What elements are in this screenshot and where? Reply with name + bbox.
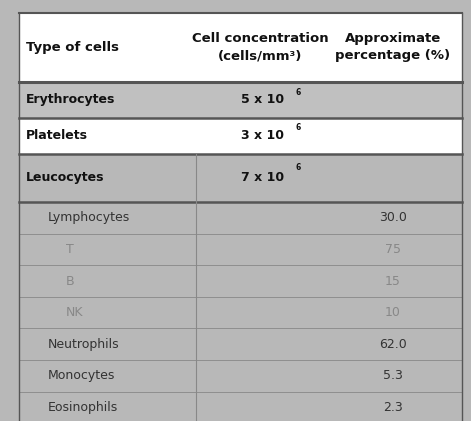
Text: 62.0: 62.0	[379, 338, 407, 351]
Text: 5 x 10: 5 x 10	[241, 93, 284, 107]
Text: 15: 15	[385, 274, 401, 288]
Text: Monocytes: Monocytes	[48, 369, 115, 382]
Bar	[19, 82, 462, 118]
Text: T: T	[66, 243, 73, 256]
Text: 6: 6	[295, 163, 300, 172]
Text: Platelets: Platelets	[26, 129, 88, 142]
Bar	[19, 13, 462, 82]
Text: Leucocytes: Leucocytes	[26, 171, 105, 184]
Bar	[19, 154, 462, 202]
Text: Neutrophils: Neutrophils	[48, 338, 120, 351]
Text: Type of cells: Type of cells	[26, 41, 119, 54]
Text: 10: 10	[385, 306, 401, 319]
Text: Eosinophils: Eosinophils	[48, 401, 118, 414]
Text: Erythrocytes: Erythrocytes	[26, 93, 115, 107]
Text: 7 x 10: 7 x 10	[241, 171, 284, 184]
Text: 5.3: 5.3	[383, 369, 403, 382]
Bar	[19, 328, 462, 360]
Text: 75: 75	[385, 243, 401, 256]
Text: 30.0: 30.0	[379, 211, 407, 224]
Bar	[19, 297, 462, 328]
Text: B: B	[66, 274, 74, 288]
Bar	[19, 392, 462, 421]
Text: Cell concentration
(cells/mm³): Cell concentration (cells/mm³)	[192, 32, 328, 62]
Text: NK: NK	[66, 306, 83, 319]
Bar	[19, 234, 462, 265]
Bar	[19, 118, 462, 154]
Bar	[19, 265, 462, 297]
Bar	[19, 202, 462, 234]
Text: Lymphocytes: Lymphocytes	[48, 211, 130, 224]
Text: 6: 6	[295, 123, 300, 132]
Text: 3 x 10: 3 x 10	[241, 129, 284, 142]
Text: 6: 6	[295, 88, 300, 96]
Bar	[19, 360, 462, 392]
Text: 2.3: 2.3	[383, 401, 403, 414]
Text: Approximate
percentage (%): Approximate percentage (%)	[335, 32, 451, 62]
